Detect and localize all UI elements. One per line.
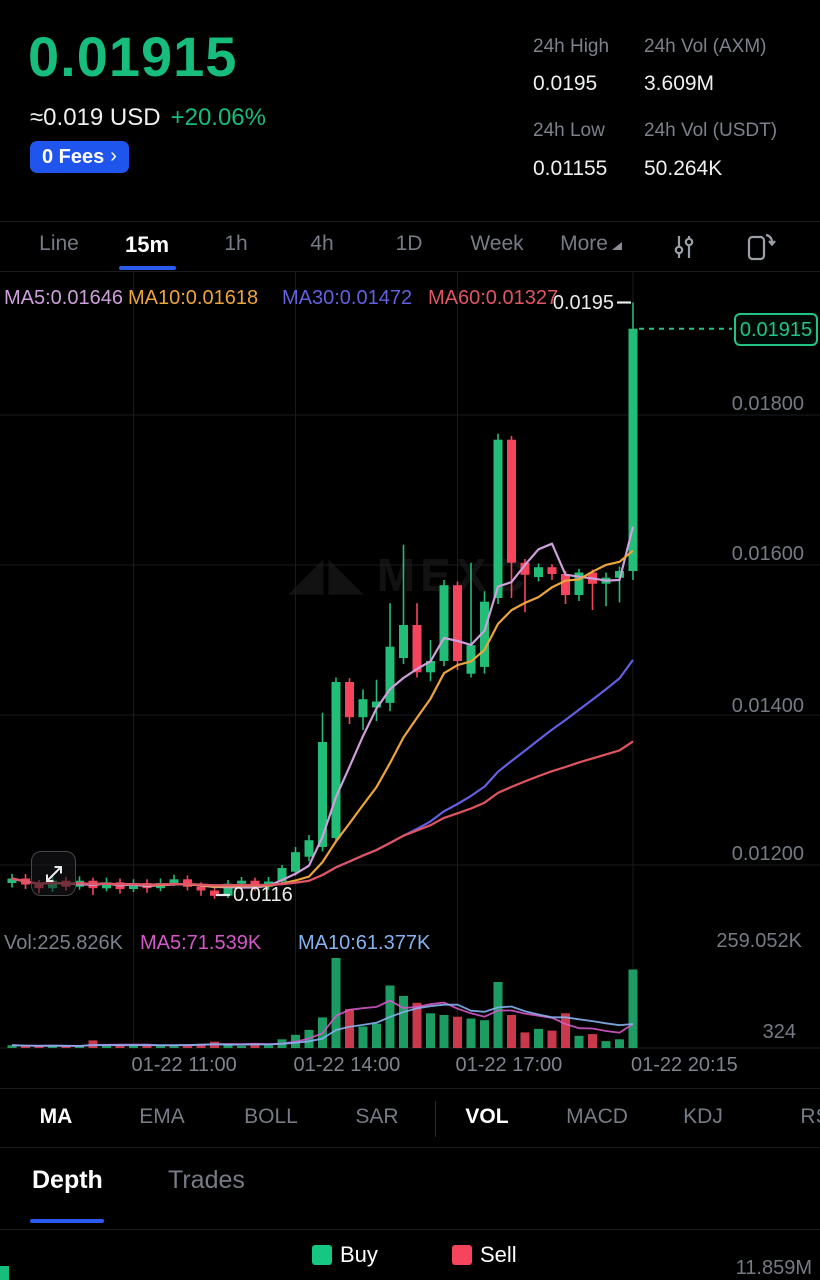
price-axis-tick: 0.01400 — [731, 695, 804, 717]
session-low-label: 0.0116 — [233, 884, 293, 906]
time-axis-tick: 01-22 17:00 — [455, 1054, 563, 1076]
stat-24h-vol-base-label: 24h Vol (AXM) — [644, 36, 767, 57]
indicator-settings-icon[interactable] — [668, 232, 698, 267]
approx-usd-value: ≈0.019 USD — [30, 104, 161, 131]
indicator-ema[interactable]: EMA — [139, 1105, 185, 1128]
tab-1h[interactable]: 1h — [224, 232, 248, 255]
vol-ma10-legend: MA10:61.377K — [298, 932, 431, 954]
stat-24h-low-value: 0.01155 — [533, 157, 608, 180]
last-price: 0.01915 — [28, 25, 238, 88]
zero-fees-button[interactable]: 0 Fees › — [30, 141, 129, 173]
vol-ma5-legend: MA5:71.539K — [140, 932, 262, 954]
depth-chart-edge — [0, 1266, 9, 1280]
volume-axis-min: 324 — [762, 1021, 796, 1043]
time-axis-tick: 01-22 11:00 — [131, 1054, 237, 1076]
vol-legend: Vol:225.826K — [4, 932, 123, 954]
indicator-kdj[interactable]: KDJ — [683, 1105, 723, 1128]
stat-24h-high-value: 0.0195 — [533, 72, 598, 95]
ma30-legend: MA30:0.01472 — [282, 287, 413, 309]
fullscreen-chart-button[interactable] — [31, 851, 76, 896]
buy-legend: Buy — [312, 1242, 378, 1268]
tab-4h[interactable]: 4h — [310, 232, 334, 255]
tab-trades[interactable]: Trades — [168, 1166, 245, 1194]
stat-24h-high-label: 24h High — [533, 36, 610, 57]
tab-1d[interactable]: 1D — [395, 232, 423, 255]
depth-axis-max-value: 11.859M — [735, 1257, 812, 1279]
buy-color-swatch — [312, 1245, 332, 1265]
more-dropdown-triangle-icon — [611, 242, 622, 250]
tab-week[interactable]: Week — [470, 232, 524, 255]
expand-arrows-icon — [45, 865, 62, 882]
price-change-percent: +20.06% — [170, 104, 266, 131]
price-axis-tick: 0.01200 — [731, 843, 804, 865]
tab-15m[interactable]: 15m — [124, 232, 170, 257]
price-axis-tick: 0.01600 — [731, 543, 804, 565]
mexc-logo-icon: ◢◣ — [288, 547, 369, 599]
indicator-ma[interactable]: MA — [39, 1105, 73, 1128]
stat-24h-vol-quote-value: 50.264K — [644, 157, 723, 180]
sell-legend-label: Sell — [480, 1242, 517, 1267]
ma5-legend: MA5:0.01646 — [4, 287, 123, 309]
ma60-legend: MA60:0.01327 — [428, 287, 559, 309]
active-tab-underline — [30, 1219, 104, 1223]
last-price-tag: 0.01915 — [734, 313, 818, 346]
fiat-approximation: ≈0.019 USD +20.06% — [30, 104, 266, 132]
tab-line[interactable]: Line — [39, 232, 79, 255]
indicator-boll[interactable]: BOLL — [244, 1105, 298, 1128]
tab-depth[interactable]: Depth — [32, 1166, 103, 1194]
indicator-bar-divider — [435, 1101, 436, 1137]
buy-legend-label: Buy — [340, 1242, 378, 1267]
price-axis-tick: 0.01800 — [731, 393, 804, 415]
indicator-sar[interactable]: SAR — [355, 1105, 399, 1128]
active-timeframe-underline — [119, 266, 176, 270]
stat-24h-vol-quote-label: 24h Vol (USDT) — [644, 120, 778, 141]
indicator-vol[interactable]: VOL — [465, 1105, 509, 1128]
price-chart[interactable] — [0, 272, 820, 1052]
exchange-watermark: ◢◣ MEXC — [288, 547, 530, 601]
volume-axis-max: 259.052K — [716, 930, 802, 952]
stat-24h-vol-base-value: 3.609M — [644, 72, 715, 95]
indicator-macd[interactable]: MACD — [566, 1105, 628, 1128]
chevron-right-icon: › — [110, 144, 117, 167]
rotate-screen-icon[interactable] — [744, 230, 778, 269]
ma10-legend: MA10:0.01618 — [128, 287, 259, 309]
indicator-bar: MA EMA BOLL SAR VOL MACD KDJ RS — [0, 1088, 820, 1148]
tab-more[interactable]: More — [560, 232, 622, 256]
session-high-label: 0.0195 — [552, 292, 614, 314]
orderbook-tabs: Depth Trades — [0, 1148, 820, 1230]
time-axis-tick: 01-22 14:00 — [293, 1054, 401, 1076]
zero-fees-label: 0 Fees — [42, 145, 105, 168]
sell-color-swatch — [452, 1245, 472, 1265]
indicator-rsi[interactable]: RS — [800, 1105, 820, 1128]
time-axis-tick: 01-22 20:15 — [631, 1054, 738, 1076]
timeframe-bar: Line 15m 1h 4h 1D Week More — [0, 221, 820, 272]
stat-24h-low-label: 24h Low — [533, 120, 605, 141]
sell-legend: Sell — [452, 1242, 517, 1268]
